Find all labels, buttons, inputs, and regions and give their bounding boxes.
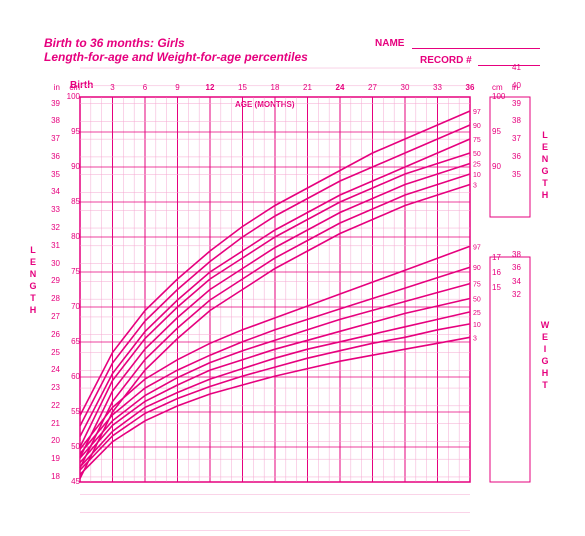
x-tick: 36 <box>462 83 478 92</box>
right-in-tick: 40 <box>512 81 530 90</box>
x-tick: 18 <box>267 83 283 92</box>
right-lb-tick: 32 <box>512 290 530 299</box>
svg-text:90: 90 <box>473 265 481 272</box>
left-cm-tick: 75 <box>62 267 80 276</box>
left-in-tick: 38 <box>42 116 60 125</box>
left-in-tick: 32 <box>42 223 60 232</box>
left-in-tick: 25 <box>42 348 60 357</box>
svg-text:50: 50 <box>473 151 481 158</box>
x-tick: 15 <box>235 83 251 92</box>
svg-text:90: 90 <box>473 123 481 130</box>
right-kg-tick: 15 <box>492 283 510 292</box>
right-in-tick: 41 <box>512 63 530 72</box>
left-cm-tick: 90 <box>62 162 80 171</box>
left-cm-tick: 85 <box>62 197 80 206</box>
x-tick: 30 <box>397 83 413 92</box>
x-tick: 21 <box>300 83 316 92</box>
right-in-tick: 37 <box>512 134 530 143</box>
left-in-tick: 36 <box>42 152 60 161</box>
left-in-tick: 27 <box>42 312 60 321</box>
right-lb-tick: 36 <box>512 263 530 272</box>
svg-text:50: 50 <box>473 296 481 303</box>
left-in-tick: 35 <box>42 170 60 179</box>
x-tick: 33 <box>430 83 446 92</box>
svg-text:75: 75 <box>473 282 481 289</box>
unit-cm-r: cm <box>492 83 510 92</box>
svg-text:3: 3 <box>473 183 477 190</box>
svg-text:3: 3 <box>473 335 477 342</box>
left-in-tick: 18 <box>42 472 60 481</box>
unit-in: in <box>42 83 60 92</box>
left-cm-tick: 80 <box>62 232 80 241</box>
x-tick: 24 <box>332 83 348 92</box>
left-in-tick: 34 <box>42 187 60 196</box>
left-cm-tick: 100 <box>62 92 80 101</box>
x-tick: 12 <box>202 83 218 92</box>
svg-text:97: 97 <box>473 109 481 116</box>
right-cm-tick: 95 <box>492 127 510 136</box>
left-in-tick: 23 <box>42 383 60 392</box>
svg-text:10: 10 <box>473 322 481 329</box>
right-in-tick: 36 <box>512 152 530 161</box>
x-tick: 6 <box>137 83 153 92</box>
left-in-tick: 37 <box>42 134 60 143</box>
right-in-tick: 38 <box>512 116 530 125</box>
x-tick: 27 <box>365 83 381 92</box>
right-cm-tick: 100 <box>492 92 510 101</box>
svg-text:97: 97 <box>473 244 481 251</box>
right-in-tick: 35 <box>512 170 530 179</box>
left-cm-tick: 70 <box>62 302 80 311</box>
left-in-tick: 26 <box>42 330 60 339</box>
right-kg-tick: 16 <box>492 268 510 277</box>
right-lb-tick: 38 <box>512 250 530 259</box>
x-tick: 9 <box>170 83 186 92</box>
svg-text:10: 10 <box>473 172 481 179</box>
left-in-tick: 33 <box>42 205 60 214</box>
x-tick: 3 <box>105 83 121 92</box>
left-in-tick: 28 <box>42 294 60 303</box>
left-cm-tick: 45 <box>62 477 80 486</box>
left-in-tick: 20 <box>42 436 60 445</box>
left-cm-tick: 50 <box>62 442 80 451</box>
left-in-tick: 30 <box>42 259 60 268</box>
left-cm-tick: 65 <box>62 337 80 346</box>
unit-cm: cm <box>62 83 80 92</box>
right-kg-tick: 17 <box>492 253 510 262</box>
right-in-tick: 39 <box>512 99 530 108</box>
left-cm-tick: 95 <box>62 127 80 136</box>
left-in-tick: 31 <box>42 241 60 250</box>
left-in-tick: 39 <box>42 99 60 108</box>
svg-text:25: 25 <box>473 162 481 169</box>
right-cm-tick: 90 <box>492 162 510 171</box>
left-in-tick: 24 <box>42 365 60 374</box>
svg-text:75: 75 <box>473 137 481 144</box>
left-in-tick: 21 <box>42 419 60 428</box>
left-in-tick: 29 <box>42 276 60 285</box>
left-in-tick: 19 <box>42 454 60 463</box>
right-lb-tick: 34 <box>512 277 530 286</box>
left-cm-tick: 60 <box>62 372 80 381</box>
svg-text:25: 25 <box>473 310 481 317</box>
left-cm-tick: 55 <box>62 407 80 416</box>
left-in-tick: 22 <box>42 401 60 410</box>
